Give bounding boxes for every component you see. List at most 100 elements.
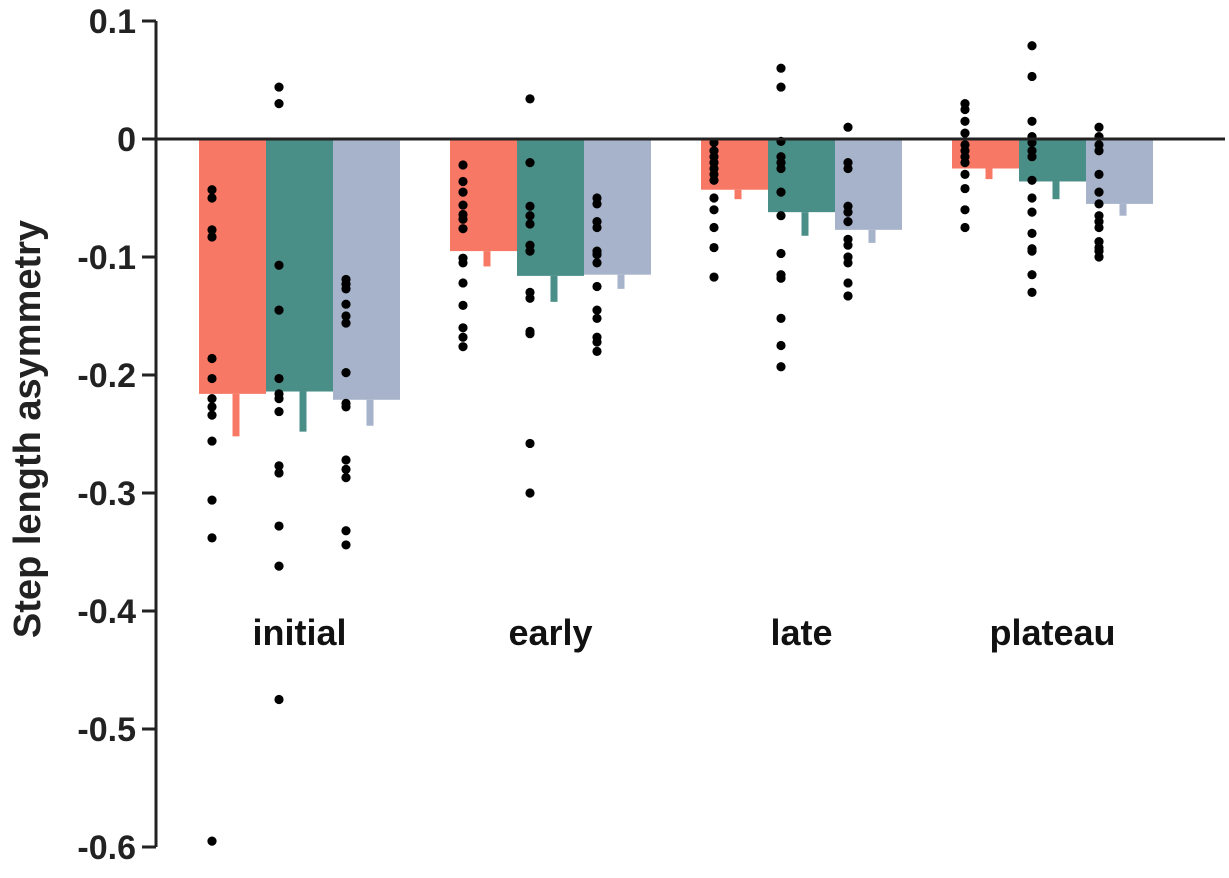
data-point: [1027, 270, 1037, 280]
data-point: [525, 94, 535, 104]
error-bar: [985, 168, 993, 180]
data-point: [843, 258, 853, 268]
data-point: [960, 158, 970, 168]
data-point: [960, 183, 970, 194]
bar: [333, 139, 400, 400]
data-point: [709, 222, 719, 233]
data-point: [341, 318, 351, 328]
data-point: [525, 329, 535, 339]
data-point: [776, 362, 786, 372]
data-point: [1027, 41, 1037, 51]
data-point: [341, 368, 351, 378]
data-point: [207, 185, 217, 195]
data-point: [525, 201, 535, 211]
data-point: [341, 311, 351, 321]
data-point: [274, 406, 284, 417]
data-point: [776, 82, 786, 92]
data-point: [843, 278, 853, 288]
data-point: [776, 340, 786, 351]
data-point: [776, 211, 786, 221]
data-point: [341, 526, 351, 536]
data-point: [207, 232, 217, 242]
data-point: [458, 176, 468, 187]
data-point: [592, 313, 602, 323]
data-point: [274, 694, 284, 705]
data-point: [207, 836, 217, 846]
data-point: [458, 160, 468, 170]
data-point: [1094, 122, 1104, 132]
data-point: [341, 284, 351, 294]
data-point: [525, 219, 535, 229]
data-point: [1027, 193, 1037, 203]
data-point: [960, 205, 970, 215]
data-point: [207, 402, 217, 412]
data-point: [207, 533, 217, 543]
data-point: [207, 410, 217, 420]
data-point: [458, 300, 468, 310]
data-point: [843, 163, 853, 174]
bar: [199, 139, 266, 394]
data-point: [776, 163, 786, 174]
data-point: [1027, 246, 1037, 256]
error-bar: [1119, 203, 1127, 216]
data-point: [960, 116, 970, 126]
data-point: [1027, 207, 1037, 217]
data-point: [525, 246, 535, 256]
data-point: [274, 561, 284, 571]
data-point: [709, 205, 719, 215]
error-bar: [617, 274, 625, 289]
data-point: [592, 258, 602, 268]
category-label: plateau: [989, 612, 1115, 653]
data-point: [776, 313, 786, 323]
y-tick-label: 0: [117, 121, 136, 159]
data-point: [274, 468, 284, 478]
y-tick-label: -0.6: [77, 829, 136, 867]
data-point: [458, 332, 468, 342]
data-point: [274, 373, 284, 384]
error-bar: [299, 391, 307, 432]
category-label: initial: [252, 612, 346, 653]
data-point: [843, 240, 853, 250]
data-point: [960, 128, 970, 138]
data-point: [458, 224, 468, 234]
error-bar: [801, 212, 809, 236]
data-point: [1027, 175, 1037, 185]
data-point: [274, 461, 284, 471]
data-point: [709, 193, 719, 203]
error-bar: [232, 393, 240, 437]
data-point: [274, 394, 284, 404]
y-tick-label: -0.3: [77, 475, 136, 513]
data-point: [960, 104, 970, 115]
data-point: [458, 258, 468, 268]
data-point: [274, 521, 284, 531]
data-point: [458, 278, 468, 288]
data-point: [960, 169, 970, 179]
y-tick-label: -0.5: [77, 711, 136, 749]
data-point: [207, 436, 217, 446]
data-point: [207, 373, 217, 384]
data-point: [776, 248, 786, 259]
data-point: [525, 293, 535, 303]
y-tick-label: 0.1: [89, 3, 136, 41]
data-point: [525, 488, 535, 498]
data-point: [1094, 169, 1104, 179]
category-label: early: [508, 612, 592, 653]
data-point: [1094, 222, 1104, 233]
error-bar: [1052, 181, 1060, 200]
data-point: [341, 455, 351, 465]
data-point: [592, 337, 602, 347]
data-point: [960, 222, 970, 233]
error-bar: [734, 189, 742, 200]
data-point: [1027, 71, 1037, 82]
error-bars-layer: [232, 168, 1127, 437]
data-point: [525, 211, 535, 221]
data-point: [776, 63, 786, 73]
data-point: [1027, 228, 1037, 238]
bar: [835, 139, 902, 230]
data-point: [341, 402, 351, 412]
data-point: [592, 250, 602, 260]
data-point: [274, 82, 284, 92]
data-point: [341, 299, 351, 309]
data-point: [341, 464, 351, 474]
